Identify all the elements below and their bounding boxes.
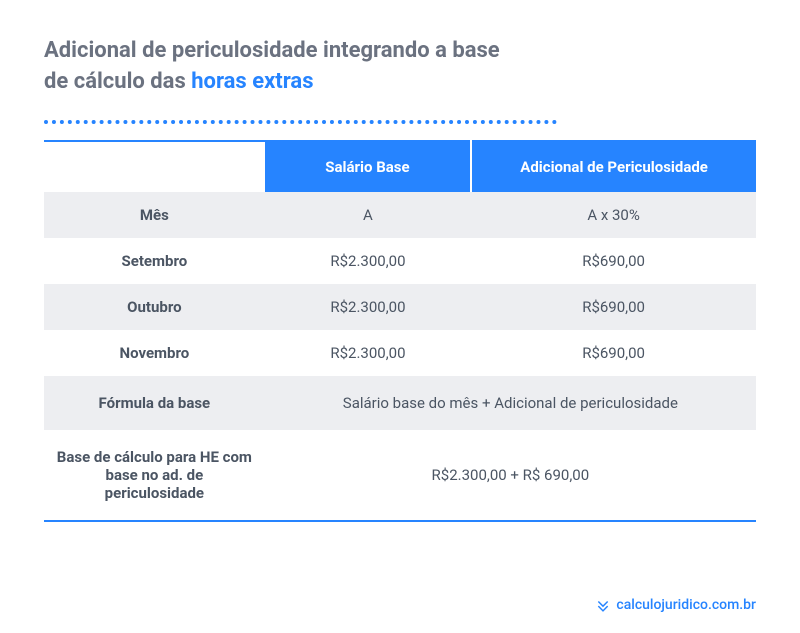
row-label-novembro: Novembro [44,330,265,376]
row-value-base-calc: R$2.300,00 + R$ 690,00 [265,430,756,521]
table-row: Outubro R$2.300,00 R$690,00 [44,284,756,330]
table-row: Mês A A x 30% [44,192,756,238]
table-header-row: Salário Base Adicional de Periculosidade [44,141,756,192]
row-value: R$690,00 [471,238,756,284]
row-value: R$2.300,00 [265,330,471,376]
row-label-base-calc: Base de cálculo para HE com base no ad. … [44,430,265,521]
title-line1: Adicional de periculosidade integrando a… [44,38,500,63]
page-title: Adicional de periculosidade integrando a… [44,36,756,98]
row-label-setembro: Setembro [44,238,265,284]
row-value-formula: Salário base do mês + Adicional de peric… [265,376,756,430]
row-value: R$2.300,00 [265,284,471,330]
row-value: A [265,192,471,238]
row-label-mes: Mês [44,192,265,238]
title-line2-prefix: de cálculo das [44,69,191,94]
row-value: A x 30% [471,192,756,238]
logo-icon [596,598,610,612]
header-adicional: Adicional de Periculosidade [471,141,756,192]
row-label-outubro: Outubro [44,284,265,330]
header-empty [44,141,265,192]
table-row-formula: Fórmula da base Salário base do mês + Ad… [44,376,756,430]
footer: calculojuridico.com.br [596,597,756,613]
table-row: Novembro R$2.300,00 R$690,00 [44,330,756,376]
dotted-divider [44,120,557,124]
title-highlight: horas extras [191,69,313,94]
row-label-formula: Fórmula da base [44,376,265,430]
header-salario-base: Salário Base [265,141,471,192]
table-row: Setembro R$2.300,00 R$690,00 [44,238,756,284]
footer-text: calculojuridico.com.br [616,597,756,613]
row-value: R$690,00 [471,284,756,330]
table-row-base-calc: Base de cálculo para HE com base no ad. … [44,430,756,521]
periculosidade-table: Salário Base Adicional de Periculosidade… [44,140,756,522]
row-value: R$690,00 [471,330,756,376]
row-value: R$2.300,00 [265,238,471,284]
